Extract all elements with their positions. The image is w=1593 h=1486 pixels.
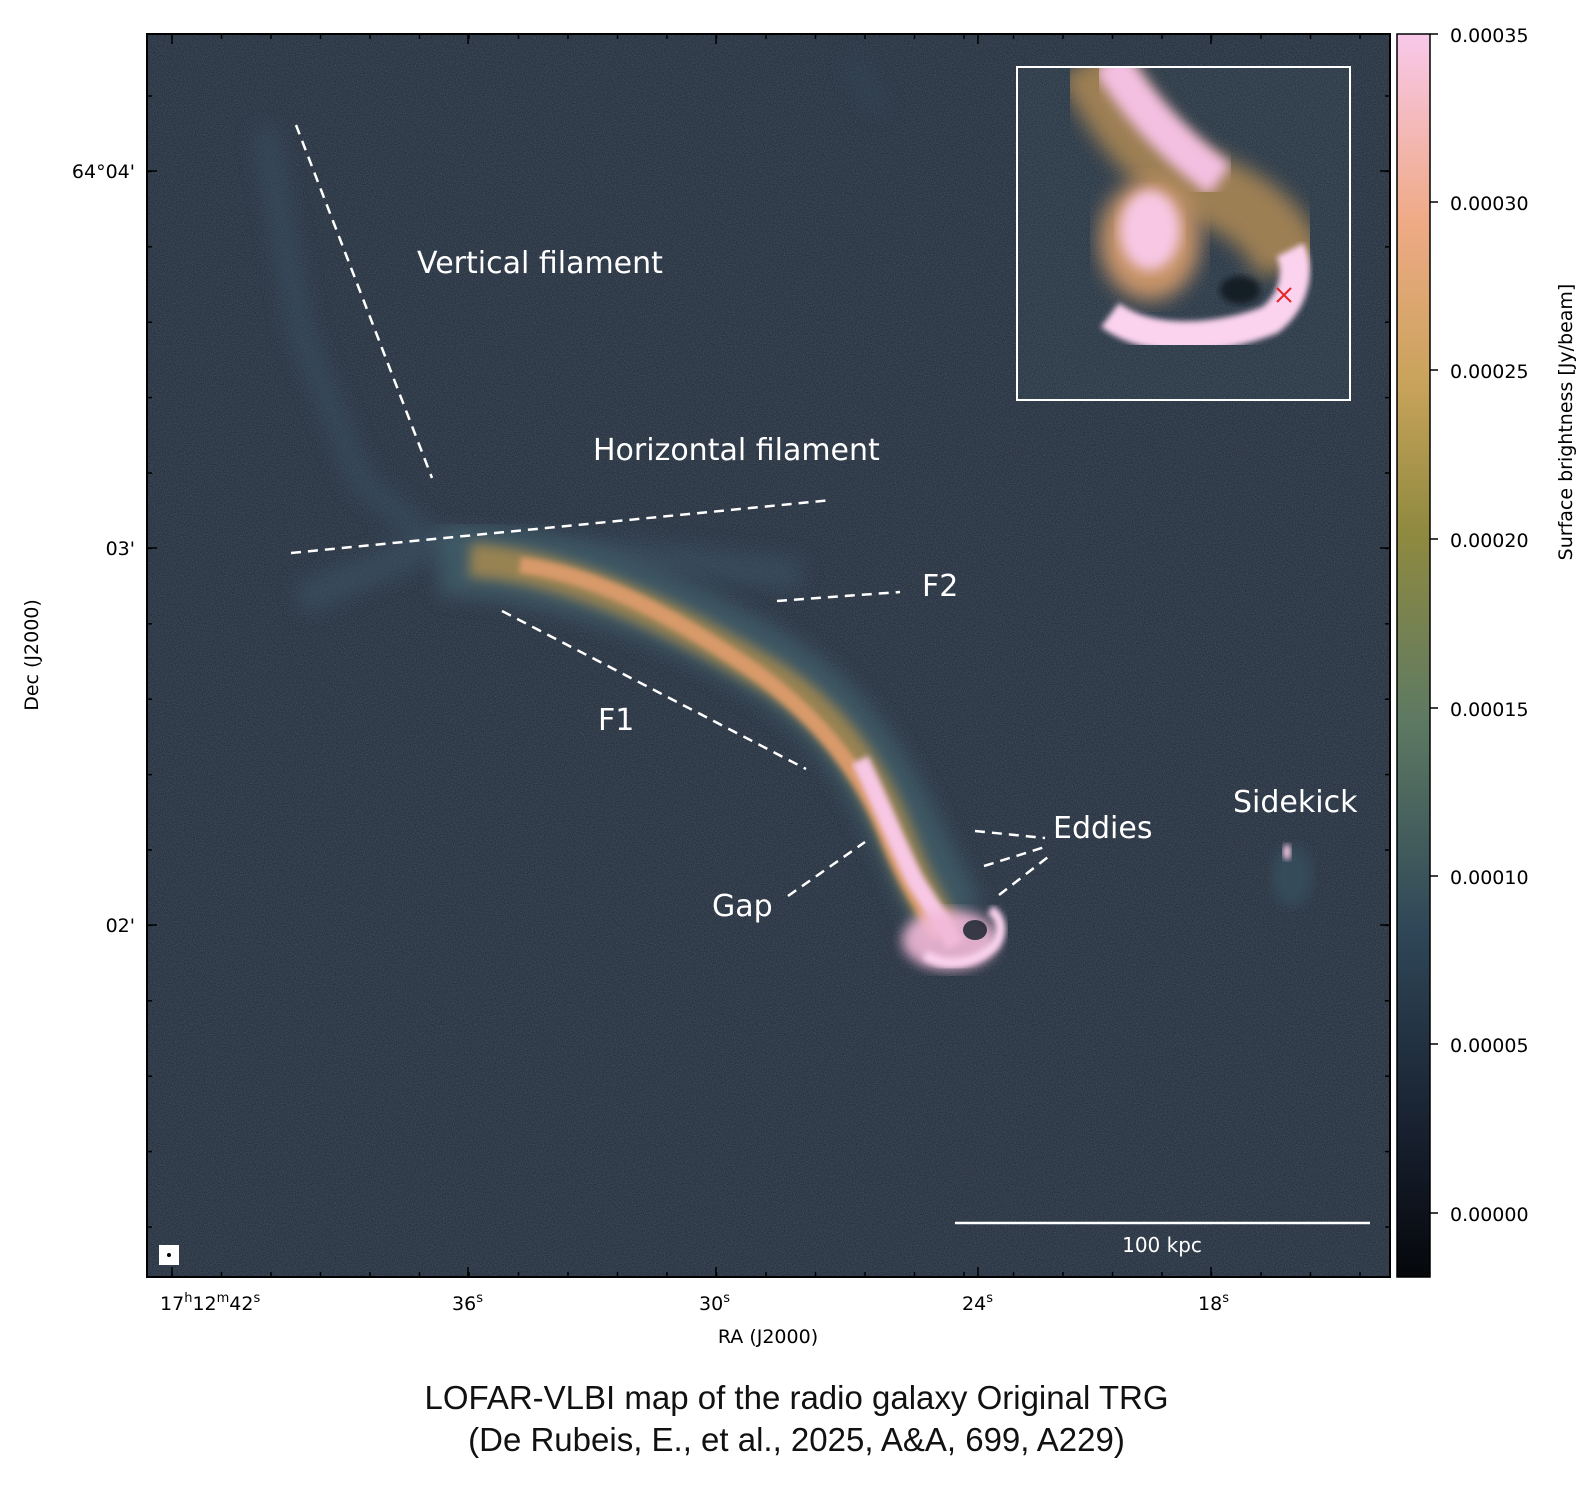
colorbar-tick-6: 0.00005 — [1450, 1035, 1529, 1057]
eddies-line-2 — [983, 845, 1046, 868]
core-marker — [1276, 287, 1292, 303]
caption-line-1: LOFAR-VLBI map of the radio galaxy Origi… — [424, 1379, 1169, 1416]
label-f2: F2 — [922, 569, 958, 604]
colorbar-tick-2: 0.00025 — [1450, 361, 1529, 383]
radio-tail — [439, 525, 1006, 970]
colorbar: 0.00035 0.00030 0.00025 0.00020 0.00015 … — [1396, 25, 1577, 1278]
y-axis-label: Dec (J2000) — [21, 599, 43, 711]
inset-frame — [1016, 66, 1351, 401]
label-eddies: Eddies — [1053, 811, 1152, 846]
colorbar-tick-5: 0.00010 — [1450, 867, 1529, 889]
eddies-line-3 — [998, 856, 1049, 896]
label-sidekick: Sidekick — [1233, 785, 1358, 820]
map-frame — [146, 33, 1391, 1278]
colorbar-tick-7: 0.00000 — [1450, 1204, 1529, 1226]
colorbar-tick-3: 0.00020 — [1450, 530, 1529, 552]
y-tick-label-2: 02' — [106, 915, 135, 937]
horizontal-filament-line — [290, 498, 833, 555]
y-tick-label-1: 03' — [106, 538, 135, 560]
x-tick-label-4: 18s — [1198, 1291, 1229, 1315]
label-f1: F1 — [598, 703, 634, 738]
y-tick-label-0: 64°04' — [72, 161, 135, 183]
x-tick-label-0: 17h12m42s — [160, 1291, 260, 1315]
annotation-lines — [290, 124, 1049, 898]
x-axis-label: RA (J2000) — [718, 1326, 818, 1348]
vertical-filament-line — [294, 124, 434, 479]
colorbar-tick-1: 0.00030 — [1450, 193, 1529, 215]
scale-bar-label: 100 kpc — [1122, 1233, 1202, 1257]
f1-line — [501, 609, 807, 771]
label-gap: Gap — [712, 889, 773, 924]
x-axis-ticks — [171, 34, 1361, 1277]
y-axis-ticks — [147, 95, 1390, 1228]
inset-zoom — [1016, 66, 1351, 401]
beam-dot — [167, 1253, 171, 1257]
x-tick-label-1: 36s — [452, 1291, 483, 1315]
colorbar-ticks — [1430, 33, 1438, 1214]
colorbar-tick-4: 0.00015 — [1450, 699, 1529, 721]
eddies-line-1 — [974, 829, 1046, 840]
caption-line-2: (De Rubeis, E., et al., 2025, A&A, 699, … — [468, 1421, 1125, 1458]
x-tick-label-2: 30s — [699, 1291, 730, 1315]
x-tick-label-3: 24s — [962, 1291, 993, 1315]
colorbar-tick-0: 0.00035 — [1450, 25, 1529, 47]
sidekick-source — [1272, 844, 1312, 906]
colorbar-label: Surface brightness [Jy/beam] — [1555, 284, 1577, 561]
label-horizontal-filament: Horizontal filament — [593, 433, 880, 468]
f2-line — [776, 590, 901, 603]
label-vertical-filament: Vertical filament — [417, 246, 663, 281]
colorbar-gradient — [1396, 33, 1431, 1278]
